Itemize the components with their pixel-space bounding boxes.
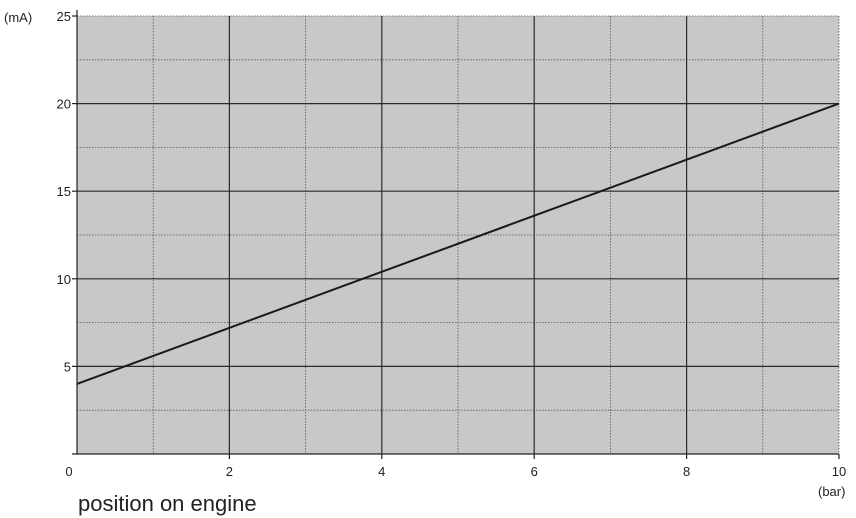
- major-gridlines: [77, 16, 839, 454]
- series-line: [76, 102, 840, 385]
- x-tick-label: 4: [378, 464, 385, 479]
- minor-gridlines: [77, 16, 839, 454]
- y-tick-label: 25: [57, 9, 71, 24]
- y-axis-unit: (mA): [4, 10, 32, 25]
- y-tick-labels: 5 10 15 20 25: [57, 9, 71, 374]
- x-tick-labels: 0 2 4 6 8 10: [65, 464, 846, 479]
- axes: [72, 10, 840, 459]
- x-tick-label: 6: [531, 464, 538, 479]
- y-tick-label: 5: [64, 359, 71, 374]
- x-axis-unit: (bar): [818, 484, 845, 499]
- series-layer: [76, 102, 840, 385]
- x-tick-label: 0: [65, 464, 72, 479]
- x-tick-label: 2: [226, 464, 233, 479]
- y-tick-label: 10: [57, 272, 71, 287]
- caption: position on engine: [78, 491, 257, 516]
- y-tick-label: 15: [57, 184, 71, 199]
- x-tick-label: 8: [683, 464, 690, 479]
- y-tick-label: 20: [57, 97, 71, 112]
- x-tick-label: 10: [832, 464, 846, 479]
